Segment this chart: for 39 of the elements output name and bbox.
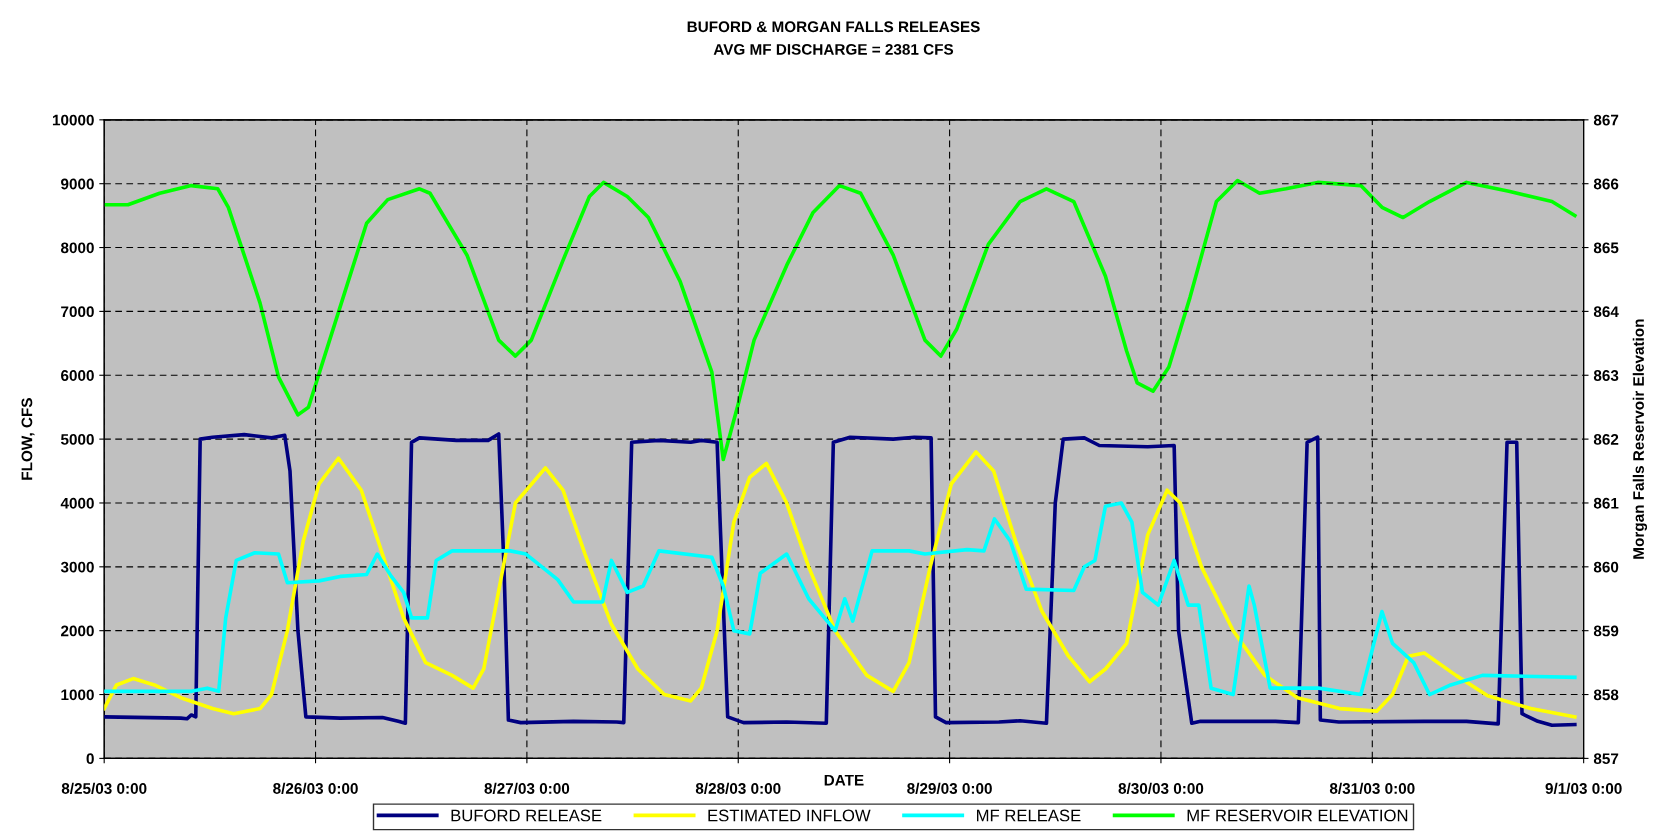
x-axis-title: DATE — [824, 774, 864, 786]
y2-tick-label: 865 — [1593, 242, 1619, 254]
y2-tick-label: 863 — [1593, 370, 1619, 381]
y-tick-label: 9000 — [61, 178, 94, 190]
x-tick-label: 8/30/03 0:00 — [1118, 782, 1204, 795]
y-tick-label: 10000 — [52, 114, 94, 126]
y2-tick-label: 860 — [1593, 561, 1619, 573]
y-tick-label: 3000 — [60, 561, 94, 573]
y-tick-label: 6000 — [61, 370, 94, 381]
legend-label: MF RELEASE — [977, 809, 1081, 822]
y-tick-label: 2000 — [61, 625, 94, 637]
y-tick-label: 1000 — [61, 689, 94, 701]
chart-subtitle: AVG MF DISCHARGE = 2381 CFS — [713, 43, 954, 55]
legend-label: BUFORD RELEASE — [451, 809, 602, 822]
y2-tick-label: 858 — [1593, 689, 1619, 701]
y2-tick-label: 862 — [1593, 433, 1619, 445]
legend-label: ESTIMATED INFLOW — [708, 809, 871, 822]
y-tick-label: 0 — [86, 753, 94, 765]
x-tick-label: 8/25/03 0:00 — [61, 782, 147, 795]
x-tick-label: 8/27/03 0:00 — [484, 782, 570, 795]
y2-tick-label: 857 — [1593, 753, 1619, 765]
y2-tick-label: 867 — [1593, 114, 1619, 126]
x-tick-label: 8/28/03 0:00 — [695, 782, 781, 795]
legend-label: MF RESERVOIR ELEVATION — [1187, 809, 1408, 822]
y-tick-label: 4000 — [60, 497, 94, 509]
y-tick-label: 8000 — [60, 242, 94, 254]
y-tick-label: 7000 — [61, 306, 94, 318]
x-tick-label: 8/31/03 0:00 — [1329, 782, 1415, 795]
x-tick-label: 9/1/03 0:00 — [1545, 782, 1622, 795]
y2-tick-label: 859 — [1593, 625, 1619, 637]
x-tick-label: 8/29/03 0:00 — [907, 782, 992, 795]
x-tick-label: 8/26/03 0:00 — [273, 782, 358, 795]
y2-tick-label: 864 — [1593, 306, 1619, 318]
y-tick-label: 5000 — [60, 433, 94, 445]
y-axis-title: FLOW, CFS — [21, 398, 35, 480]
y2-tick-label: 861 — [1593, 497, 1619, 509]
chart-title: BUFORD & MORGAN FALLS RELEASES — [687, 21, 980, 33]
y2-axis-title: Morgan Falls Reservoir Elevation — [1632, 319, 1648, 559]
y2-tick-label: 866 — [1593, 178, 1619, 190]
